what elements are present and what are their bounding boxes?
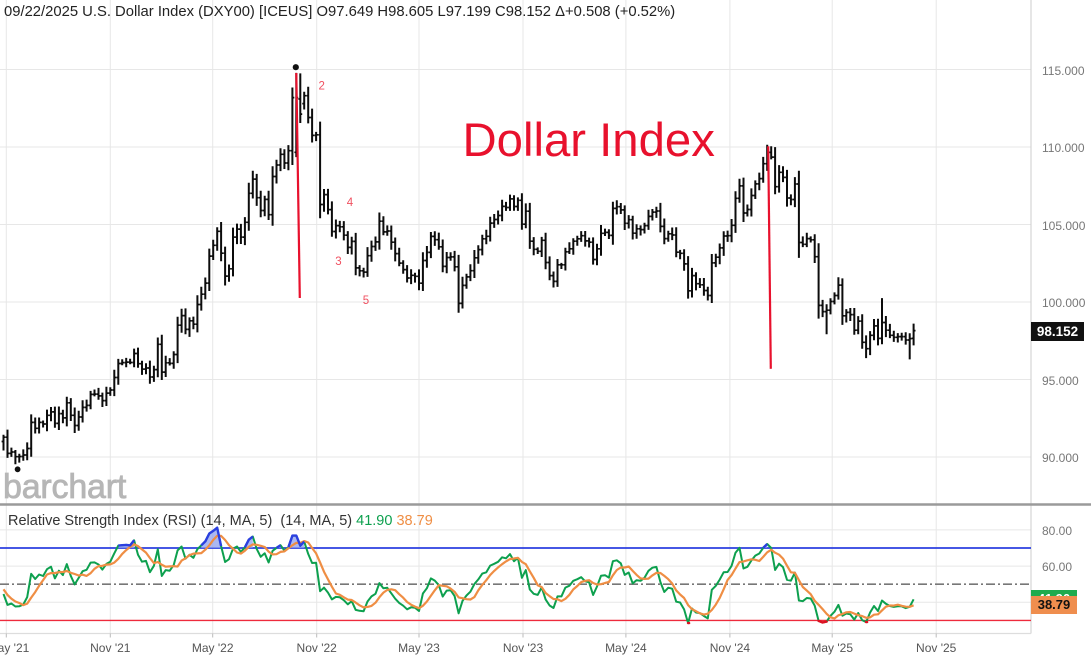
svg-text:Dollar Index: Dollar Index bbox=[463, 114, 716, 167]
svg-text:3: 3 bbox=[335, 256, 341, 268]
svg-text:5: 5 bbox=[363, 295, 369, 307]
svg-text:4: 4 bbox=[347, 197, 354, 209]
svg-text:barchart: barchart bbox=[3, 468, 127, 506]
svg-text:2: 2 bbox=[318, 81, 324, 93]
